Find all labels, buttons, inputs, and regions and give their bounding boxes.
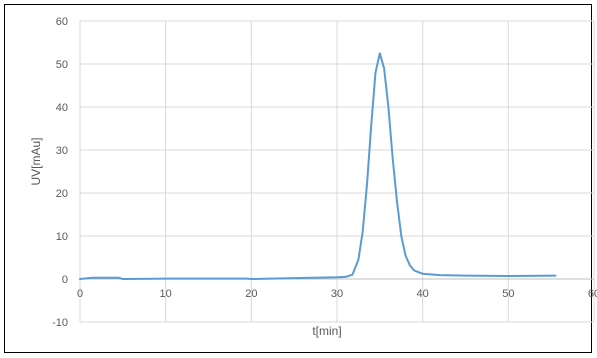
x-tick-label: 20 [245,288,257,300]
x-tick-label: 0 [77,288,83,300]
y-tick-label: -10 [52,317,68,329]
y-tick-label: 50 [56,59,68,71]
y-tick-label: 10 [56,231,68,243]
chart-frame [4,4,592,353]
y-tick-label: 20 [56,188,68,200]
y-tick-label: 40 [56,102,68,114]
y-tick-label: 0 [62,274,68,286]
y-axis-title: UV[mAu] [29,137,43,185]
x-tick-label: 30 [331,288,343,300]
y-tick-label: 60 [56,16,68,28]
x-tick-label: 50 [502,288,514,300]
series-layer [79,52,557,280]
x-tick-label: 40 [417,288,429,300]
series-line [79,52,557,280]
tick-labels: -10 0 10 20 30 40 50 60 0 10 20 30 40 50 60 [52,16,597,329]
y-tick-label: 30 [56,145,68,157]
x-tick-label: 10 [160,288,172,300]
x-axis-title: t[min] [312,324,341,338]
x-tick-label: 60 [588,288,597,300]
